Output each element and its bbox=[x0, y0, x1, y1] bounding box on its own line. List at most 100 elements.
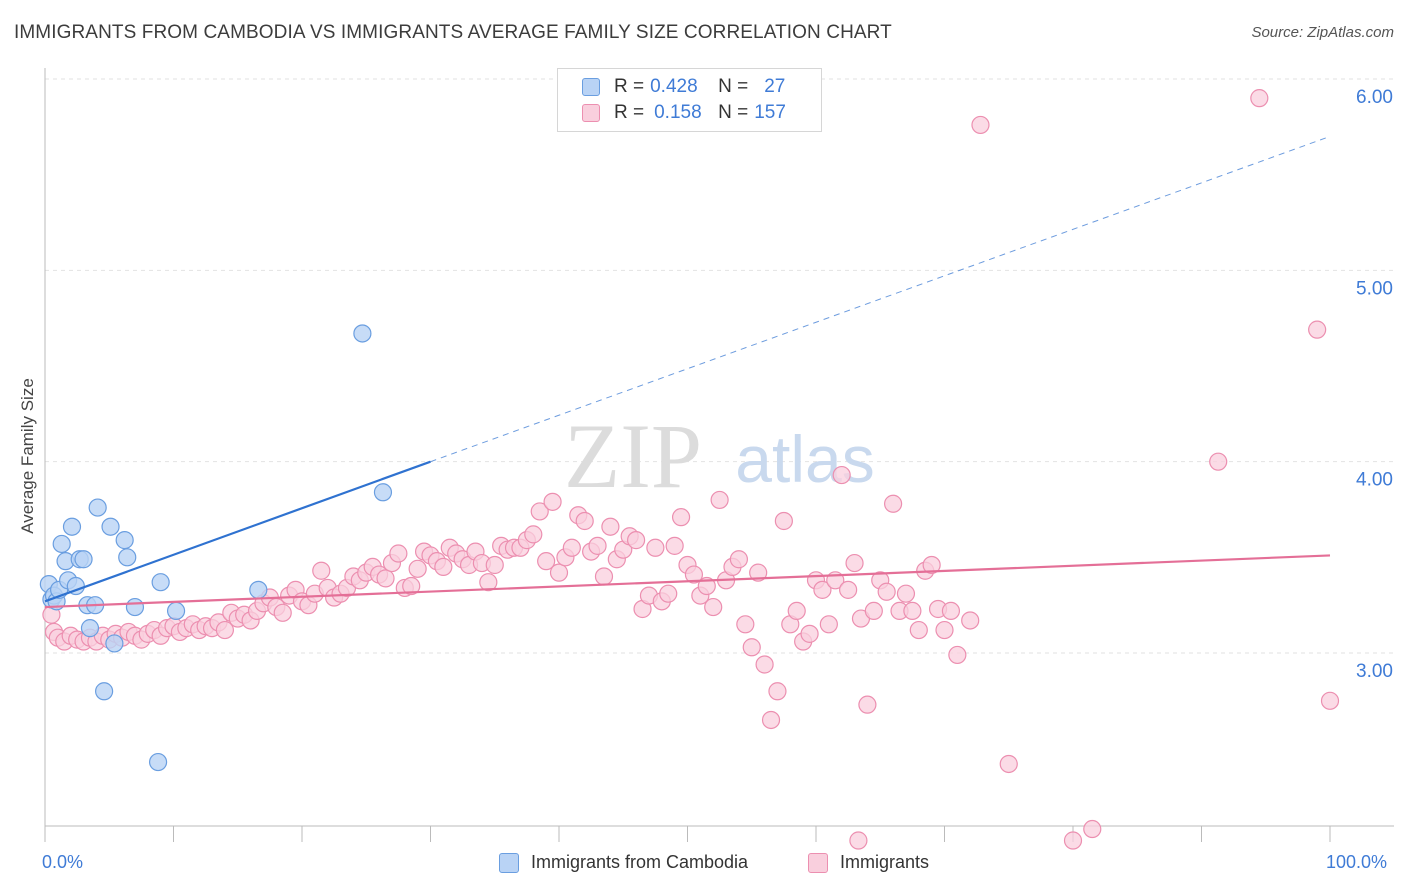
point-immigrants bbox=[768, 682, 787, 701]
point-immigrants bbox=[626, 531, 646, 550]
legend-item-cambodia[interactable]: Immigrants from Cambodia bbox=[499, 852, 748, 873]
legend-item-immigrants[interactable]: Immigrants bbox=[808, 852, 929, 873]
legend-swatch-blue bbox=[582, 78, 600, 96]
source-label: Source: ZipAtlas.com bbox=[1251, 24, 1394, 41]
y-tick-label: 6.00 bbox=[1356, 87, 1393, 108]
legend-label: Immigrants from Cambodia bbox=[531, 852, 749, 872]
point-immigrants bbox=[697, 576, 716, 596]
series-legend: Immigrants from Cambodia Immigrants bbox=[0, 852, 1406, 878]
point-immigrants bbox=[877, 582, 896, 601]
series-cambodia bbox=[39, 324, 393, 772]
point-immigrants bbox=[839, 580, 858, 599]
legend-swatch-pink bbox=[582, 104, 600, 122]
point-immigrants bbox=[858, 695, 877, 714]
point-immigrants bbox=[312, 561, 331, 580]
point-immigrants bbox=[729, 550, 749, 569]
point-immigrants bbox=[215, 620, 234, 640]
point-cambodia bbox=[62, 517, 82, 536]
point-immigrants bbox=[832, 465, 851, 485]
point-immigrants bbox=[543, 492, 562, 511]
stats-row-cambodia: R = 0.428 N = 27 bbox=[582, 75, 785, 99]
point-cambodia bbox=[353, 324, 372, 343]
point-cambodia bbox=[88, 498, 107, 517]
point-cambodia bbox=[373, 483, 393, 502]
point-immigrants bbox=[999, 754, 1018, 774]
r-label: R = bbox=[614, 76, 645, 97]
trend-lines bbox=[44, 135, 1331, 609]
point-immigrants bbox=[1308, 320, 1327, 339]
point-immigrants bbox=[408, 559, 427, 578]
x-tick-label-max: 100.0% bbox=[1326, 852, 1388, 872]
point-immigrants bbox=[588, 536, 607, 555]
point-immigrants bbox=[562, 538, 581, 557]
point-immigrants bbox=[665, 536, 684, 555]
point-immigrants bbox=[1320, 691, 1340, 710]
point-cambodia bbox=[74, 550, 93, 569]
legend-label: Immigrants bbox=[840, 852, 930, 872]
point-immigrants bbox=[1209, 452, 1228, 471]
trend-line-cambodia-extension bbox=[430, 135, 1331, 463]
point-immigrants bbox=[749, 563, 768, 582]
point-immigrants bbox=[787, 601, 806, 621]
stats-row-immigrants: R = 0.158 N = 157 bbox=[582, 101, 786, 125]
point-immigrants bbox=[524, 525, 543, 544]
n-value: 27 bbox=[764, 76, 786, 97]
point-immigrants bbox=[1083, 819, 1102, 839]
point-cambodia bbox=[101, 517, 120, 536]
point-cambodia bbox=[148, 752, 168, 772]
y-tick-label: 5.00 bbox=[1356, 278, 1393, 299]
point-immigrants bbox=[1250, 89, 1269, 108]
point-immigrants bbox=[659, 584, 678, 603]
point-cambodia bbox=[151, 573, 170, 592]
point-cambodia bbox=[118, 548, 137, 567]
point-immigrants bbox=[941, 601, 961, 621]
r-value: 0.428 bbox=[650, 76, 698, 97]
y-tick-labels: 3.00 4.00 5.00 6.00 bbox=[1356, 87, 1393, 682]
point-immigrants bbox=[800, 624, 819, 643]
point-immigrants bbox=[646, 538, 665, 557]
point-cambodia bbox=[115, 531, 134, 550]
point-immigrants bbox=[704, 597, 723, 617]
point-immigrants bbox=[485, 555, 504, 575]
point-immigrants bbox=[402, 576, 421, 596]
point-immigrants bbox=[774, 511, 793, 531]
point-immigrants bbox=[601, 517, 620, 536]
r-label: R = bbox=[614, 102, 645, 123]
point-immigrants bbox=[903, 601, 922, 621]
point-immigrants bbox=[755, 655, 774, 674]
x-tick-label-min: 0.0% bbox=[42, 852, 84, 872]
point-immigrants bbox=[273, 603, 292, 622]
point-cambodia bbox=[105, 634, 124, 653]
axes bbox=[44, 68, 1394, 842]
point-cambodia bbox=[125, 597, 145, 617]
point-immigrants bbox=[671, 508, 691, 527]
stats-legend: R = 0.428 N = 27 R = 0.158 N = 157 bbox=[557, 68, 822, 132]
point-immigrants bbox=[864, 601, 883, 621]
point-immigrants bbox=[736, 615, 755, 634]
r-value: 0.158 bbox=[654, 102, 702, 123]
y-tick-label: 3.00 bbox=[1356, 661, 1393, 682]
trend-line-immigrants bbox=[44, 554, 1331, 609]
point-cambodia bbox=[249, 580, 268, 599]
y-tick-label: 4.00 bbox=[1356, 470, 1393, 491]
trend-line-cambodia bbox=[44, 460, 431, 603]
point-immigrants bbox=[710, 490, 729, 510]
point-immigrants bbox=[813, 580, 832, 599]
point-cambodia bbox=[95, 682, 114, 701]
gridlines bbox=[45, 78, 1394, 654]
point-cambodia bbox=[52, 534, 71, 554]
point-immigrants bbox=[594, 567, 614, 586]
watermark: ZIP atlas bbox=[564, 405, 875, 507]
point-immigrants bbox=[819, 615, 838, 634]
point-immigrants bbox=[935, 620, 954, 640]
point-immigrants bbox=[961, 611, 980, 630]
series-immigrants bbox=[42, 89, 1340, 850]
legend-swatch-blue bbox=[499, 852, 519, 873]
n-label: N = bbox=[718, 102, 749, 123]
point-immigrants bbox=[971, 115, 990, 135]
point-immigrants bbox=[845, 553, 864, 573]
n-value: 157 bbox=[754, 102, 786, 123]
legend-swatch-pink bbox=[808, 852, 828, 873]
point-immigrants bbox=[434, 557, 453, 577]
